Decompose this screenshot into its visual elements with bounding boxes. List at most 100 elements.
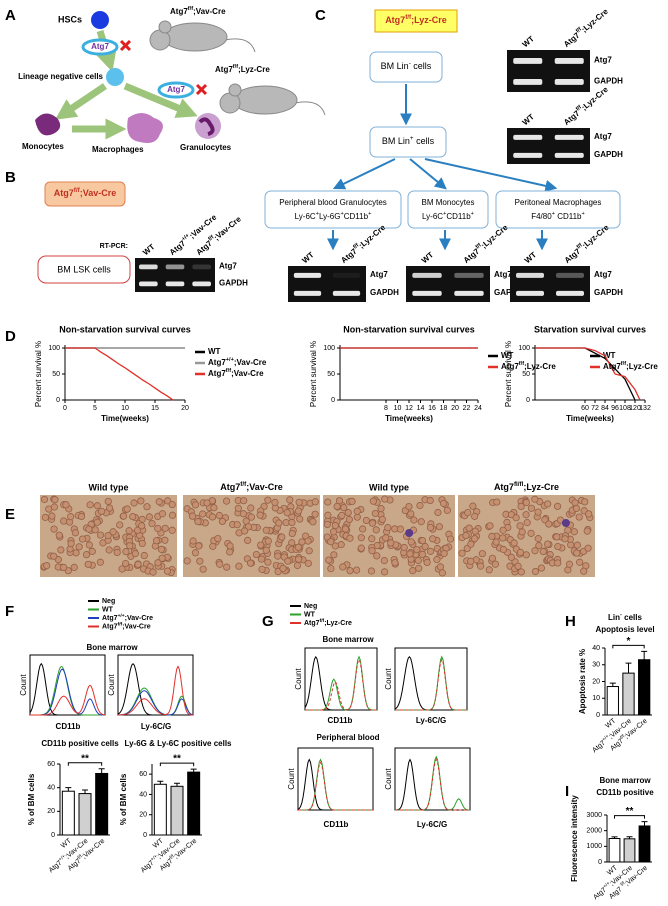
blood-cell <box>400 543 408 552</box>
panel-label: H <box>565 613 576 630</box>
blood-cell <box>96 531 105 539</box>
blood-cell <box>373 552 381 560</box>
blood-cell <box>161 524 169 532</box>
superscript: f/f <box>475 243 483 251</box>
superscript: f/f <box>619 733 626 741</box>
panel-label: I <box>565 783 569 800</box>
caption: Wild type <box>369 482 409 492</box>
superscript: f/f <box>353 243 361 251</box>
blood-cell <box>133 526 142 534</box>
blood-cell <box>116 521 124 529</box>
blood-cell <box>216 560 224 568</box>
blood-cell <box>380 568 389 576</box>
x-axis-label: Time(weeks) <box>566 414 614 423</box>
blood-cell <box>158 510 167 518</box>
blood-cell <box>353 513 361 521</box>
y-tick-label: 20 <box>47 808 55 815</box>
blood-cell <box>235 562 243 570</box>
text-run: Atg7 <box>208 369 226 378</box>
blood-cell <box>323 520 331 529</box>
gel-band <box>454 290 484 296</box>
blood-cell <box>554 559 562 567</box>
blood-cell <box>118 565 126 573</box>
superscript: f/f <box>575 27 583 35</box>
text-run: Atg7 <box>208 358 226 367</box>
blood-cell <box>329 528 338 536</box>
chart-title: Starvation survival curves <box>534 324 646 334</box>
gel-band <box>554 152 584 158</box>
blood-cell <box>152 537 161 545</box>
label: Ly-6C+CD11b+ <box>422 211 474 221</box>
macrophage <box>127 113 163 143</box>
blood-cell <box>188 512 197 520</box>
blood-cell <box>510 539 518 547</box>
blood-cell <box>233 521 241 529</box>
mouse <box>219 83 326 116</box>
gene-label: GAPDH <box>494 288 523 297</box>
blood-cell <box>278 533 286 541</box>
blood-cell <box>88 547 96 555</box>
gel-band <box>454 272 484 278</box>
granulocyte-nucleus <box>198 117 215 136</box>
blood-cell <box>131 550 139 558</box>
blood-cell <box>55 531 63 539</box>
population-box <box>407 190 489 229</box>
y-axis-label: % of BM cells <box>27 773 36 825</box>
blood-cell <box>531 567 540 576</box>
legend-label: Atg7f/f;Vav-Cre <box>208 368 264 378</box>
blood-cell <box>417 518 425 526</box>
legend-label: Atg7f/f;Vav-Cre <box>102 621 151 630</box>
y-tick-label: 60 <box>139 771 147 778</box>
blood-cell <box>464 508 472 517</box>
gene-label: Atg7 <box>494 270 512 279</box>
blood-cell <box>125 527 133 535</box>
blood-cell <box>467 557 475 565</box>
legend-label: WT <box>603 351 616 360</box>
blood-cell <box>348 497 356 506</box>
mouse <box>149 20 256 53</box>
superscript: f/f <box>118 621 123 627</box>
label: Ly-6C+Ly-6G+CD11b+ <box>295 211 372 221</box>
text-run: Atg7 <box>501 362 519 371</box>
blood-cell <box>415 564 423 572</box>
y-tick-label: 0 <box>51 832 55 839</box>
superscript: f/f <box>619 880 626 888</box>
gel-band <box>139 281 158 287</box>
blood-cell <box>429 535 437 543</box>
blood-cell <box>535 542 543 550</box>
gel-band <box>165 264 185 270</box>
flow-curve <box>394 758 470 811</box>
chart-title: CD11b positive <box>596 788 654 797</box>
lane-label: Atg7f/f;Lyz-Cre <box>562 222 611 265</box>
genotype-box <box>44 181 126 207</box>
superscript: f/f <box>226 368 231 374</box>
gene-label: GAPDH <box>594 288 623 297</box>
chart-title: Ly-6G & Ly-6C positive cells <box>125 739 233 748</box>
blood-cell <box>51 496 59 504</box>
blood-cell <box>465 524 473 532</box>
superscript: +/+ <box>602 880 611 889</box>
atg7-ring <box>157 81 195 99</box>
x-tick-label: 12 <box>405 405 413 412</box>
survival-line <box>65 347 174 401</box>
blood-cell <box>471 527 479 535</box>
y-tick-label: 30 <box>592 662 600 669</box>
error-bar <box>641 650 648 660</box>
blood-cell <box>333 502 341 510</box>
text-run: Ly-6C <box>295 212 316 221</box>
hsc-cell <box>91 11 109 29</box>
gene-label: Atg7 <box>594 56 612 65</box>
gel-band <box>516 272 544 278</box>
blood-cell <box>368 547 376 555</box>
y-axis-label: Percent survival % <box>309 341 318 407</box>
error-bar <box>174 782 180 787</box>
y-axis-label: % of BM cells <box>119 773 128 825</box>
flow-plot <box>117 654 194 716</box>
blood-cell <box>367 567 376 575</box>
bar <box>61 790 75 836</box>
blood-cell <box>149 568 157 576</box>
significance: * <box>627 636 631 647</box>
gel <box>406 266 490 302</box>
significance-bracket <box>614 815 645 819</box>
legend-label: Neg <box>102 598 115 605</box>
